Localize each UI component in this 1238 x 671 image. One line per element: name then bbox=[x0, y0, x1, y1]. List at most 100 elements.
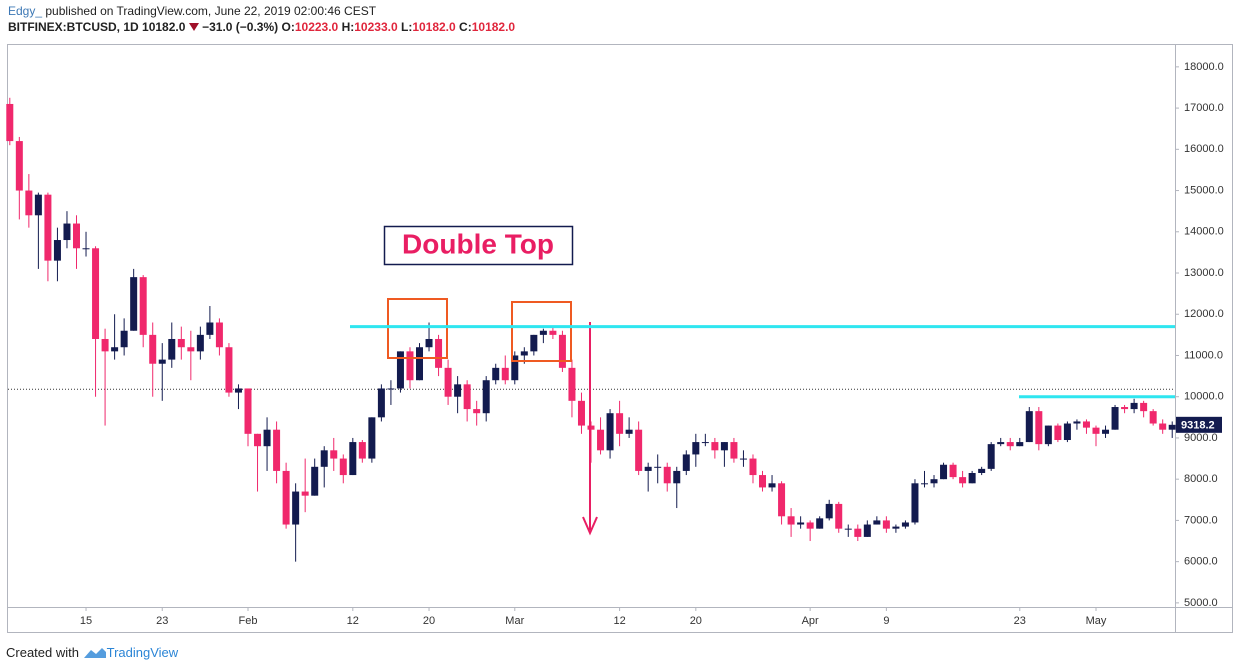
candle-body bbox=[463, 384, 471, 410]
last-price: 10182.0 bbox=[142, 20, 186, 34]
y-tick-label: 8000.0 bbox=[1184, 473, 1218, 485]
candle-body bbox=[644, 466, 652, 471]
candle-body bbox=[959, 477, 967, 484]
candle-body bbox=[15, 141, 23, 191]
y-tick-label: 6000.0 bbox=[1184, 556, 1218, 568]
candle-body bbox=[616, 413, 624, 434]
candle-body bbox=[1168, 424, 1176, 430]
footer: Created with TradingView bbox=[6, 645, 178, 660]
candle-body bbox=[1006, 442, 1014, 447]
quote-key: O: bbox=[281, 20, 295, 34]
x-tick-label: 23 bbox=[156, 615, 168, 627]
candle-body bbox=[501, 367, 509, 381]
candle-body bbox=[1092, 427, 1100, 434]
candle-body bbox=[482, 380, 490, 414]
candle-body bbox=[292, 491, 300, 525]
candle-body bbox=[739, 458, 747, 460]
candle-body bbox=[806, 522, 814, 529]
candle-body bbox=[949, 464, 957, 478]
x-tick-label: 23 bbox=[1014, 615, 1026, 627]
y-tick-label: 17000.0 bbox=[1184, 102, 1224, 114]
quote-key: C: bbox=[459, 20, 472, 34]
candle-body bbox=[1054, 425, 1062, 441]
candle-body bbox=[234, 388, 242, 393]
candle-body bbox=[920, 483, 928, 485]
candle-body bbox=[1082, 421, 1090, 428]
price-tag bbox=[1176, 416, 1222, 433]
candle-body bbox=[511, 355, 519, 381]
quote-key: H: bbox=[341, 20, 355, 34]
candle-body bbox=[530, 334, 538, 352]
candle-body bbox=[44, 194, 52, 261]
candle-body bbox=[101, 338, 109, 352]
header-line-1: Edgy_ published on TradingView.com, June… bbox=[8, 3, 515, 19]
y-tick-label: 5000.0 bbox=[1184, 597, 1218, 609]
candle-body bbox=[625, 429, 633, 434]
x-tick-label: 15 bbox=[80, 615, 92, 627]
created: Created with bbox=[6, 645, 79, 660]
y-tick-label: 11000.0 bbox=[1184, 349, 1223, 361]
candle-body bbox=[130, 277, 138, 331]
candle-body bbox=[701, 442, 709, 444]
candle-body bbox=[940, 464, 948, 480]
candle-body bbox=[1149, 411, 1157, 424]
candle-body bbox=[835, 503, 843, 529]
candle-body bbox=[177, 338, 185, 348]
x-tick-label: Apr bbox=[802, 615, 819, 627]
quote-key: L: bbox=[400, 20, 413, 34]
candle-body bbox=[901, 522, 909, 527]
candle-body bbox=[1140, 402, 1148, 412]
annotation: Double Top bbox=[402, 228, 554, 259]
candle-body bbox=[539, 330, 547, 335]
author: Edgy_ bbox=[8, 4, 43, 18]
candle-body bbox=[435, 338, 443, 368]
candle-body bbox=[844, 528, 852, 530]
candle-body bbox=[1073, 421, 1081, 424]
candle-body bbox=[749, 458, 757, 476]
candle-body bbox=[892, 526, 900, 529]
candle-body bbox=[206, 322, 214, 335]
candle-body bbox=[358, 442, 366, 459]
candle-body bbox=[930, 479, 938, 484]
candle-body bbox=[330, 450, 338, 459]
candle-body bbox=[520, 351, 528, 356]
candle-body bbox=[1130, 402, 1138, 410]
candle-body bbox=[720, 442, 728, 451]
candle-body bbox=[34, 194, 42, 216]
plot bbox=[6, 97, 1176, 562]
candle-body bbox=[577, 400, 585, 426]
candle-body bbox=[187, 347, 195, 352]
candle-body bbox=[92, 248, 100, 339]
annotation-box bbox=[383, 225, 574, 266]
candle-body bbox=[320, 450, 328, 467]
chart: Double Top 5000.0 6000.0 7000.0 8000.0 9000.… bbox=[6, 44, 1233, 633]
candle-body bbox=[854, 528, 862, 537]
candle-body bbox=[168, 338, 176, 360]
logo bbox=[83, 648, 106, 658]
candle-body bbox=[196, 334, 204, 352]
candle-body bbox=[444, 367, 452, 397]
candle-body bbox=[1121, 407, 1129, 410]
candle-body bbox=[215, 322, 223, 348]
candle-body bbox=[549, 330, 557, 335]
candle-body bbox=[311, 466, 319, 496]
arrow-head bbox=[582, 516, 598, 536]
change: −31.0 (−0.3%) bbox=[202, 20, 279, 34]
candle-body bbox=[406, 351, 414, 381]
candle-body bbox=[797, 522, 805, 525]
candle-body bbox=[682, 454, 690, 471]
y-tick-label: 14000.0 bbox=[1184, 226, 1224, 238]
candle-body bbox=[873, 520, 881, 525]
price-tag-label: 9318.2 bbox=[1181, 420, 1215, 432]
candle-body bbox=[53, 240, 61, 261]
candle-body bbox=[882, 520, 890, 529]
y-tick-label: 13000.0 bbox=[1184, 267, 1224, 279]
candle-body bbox=[1025, 411, 1033, 443]
candle-body bbox=[416, 347, 424, 381]
candle-body bbox=[816, 518, 824, 529]
brand: TradingView bbox=[106, 645, 179, 660]
x-tick-label: Feb bbox=[239, 615, 258, 627]
candle-body bbox=[730, 442, 738, 459]
candle-body bbox=[1063, 423, 1071, 441]
quote-value: 10182.0 bbox=[471, 20, 516, 34]
